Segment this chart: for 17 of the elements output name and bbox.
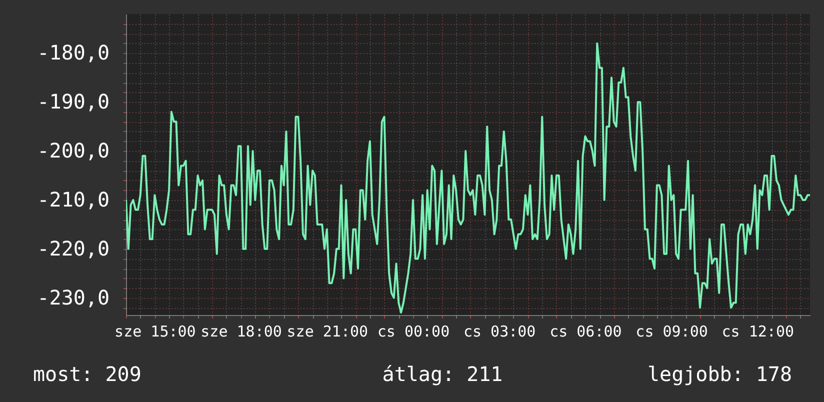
- y-tick-label: -180,0: [37, 40, 110, 65]
- x-tick-label: sze 15:00: [114, 322, 196, 340]
- x-tick-label: cs 12:00: [722, 322, 794, 340]
- text: legjobb: 178: [648, 362, 792, 386]
- text: átlag: 211: [382, 362, 503, 386]
- y-tick-label: -220,0: [37, 236, 110, 260]
- x-tick-label: sze 18:00: [200, 322, 282, 340]
- x-tick-label: cs 06:00: [550, 322, 622, 340]
- y-tick-label: -210,0: [37, 187, 110, 212]
- y-tick-label: -200,0: [37, 138, 110, 163]
- x-tick-label: cs 00:00: [377, 322, 450, 340]
- y-tick-label: -230,0: [37, 285, 110, 310]
- y-tick-label: -190,0: [37, 90, 110, 114]
- x-tick-label: cs 09:00: [636, 322, 708, 340]
- text: most: 209: [33, 362, 142, 386]
- x-tick-label: cs 03:00: [463, 322, 536, 340]
- x-tick-label: sze 21:00: [286, 322, 368, 340]
